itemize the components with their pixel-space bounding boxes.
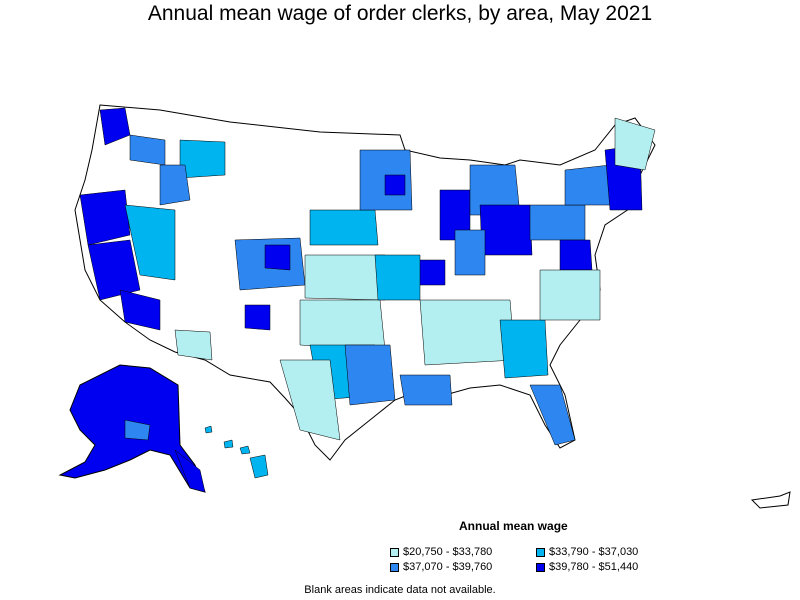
region-mn-metro xyxy=(384,174,406,196)
region-nv xyxy=(124,204,176,281)
region-in xyxy=(454,229,486,276)
region-tx-east xyxy=(344,344,396,406)
alaska-region-central xyxy=(124,419,151,441)
legend-label-1: $20,750 - $33,780 xyxy=(403,546,493,558)
region-tx-south xyxy=(279,359,341,441)
region-va-nc xyxy=(539,269,601,321)
region-or-west xyxy=(79,189,131,246)
region-ga xyxy=(499,319,549,379)
region-az-south xyxy=(174,329,213,361)
legend-item-4: $39,780 - $51,440 xyxy=(536,561,638,573)
region-ny xyxy=(564,164,613,206)
region-la xyxy=(399,374,453,406)
region-wa-mid xyxy=(129,134,166,166)
region-ks xyxy=(304,254,386,301)
region-id xyxy=(159,164,191,206)
legend-item-2: $33,790 - $37,030 xyxy=(536,546,638,558)
region-co-denver xyxy=(264,244,291,271)
region-me xyxy=(614,117,656,171)
region-md-dc xyxy=(559,239,593,271)
puerto-rico-outline xyxy=(750,491,791,509)
region-oh xyxy=(479,204,533,256)
region-south-central xyxy=(419,299,516,366)
region-pa xyxy=(529,204,586,241)
region-ca-south xyxy=(119,289,161,331)
region-fl xyxy=(529,384,576,446)
hawaii-islands xyxy=(204,425,269,479)
region-patches xyxy=(79,107,656,446)
map-title: Annual mean wage of order clerks, by are… xyxy=(147,2,653,25)
region-nm-south xyxy=(244,304,271,331)
legend-title: Annual mean wage xyxy=(459,519,568,533)
region-tx-north xyxy=(299,299,386,351)
legend-swatch-2 xyxy=(536,547,545,557)
legend-label-4: $39,780 - $51,440 xyxy=(549,561,639,573)
legend-label-2: $33,790 - $37,030 xyxy=(549,546,639,558)
region-ne xyxy=(309,209,379,246)
legend-item-3: $37,070 - $39,760 xyxy=(390,561,492,573)
region-mt-west xyxy=(179,139,226,179)
region-ca-north xyxy=(87,239,141,301)
legend-swatch-3 xyxy=(390,562,399,572)
legend-swatch-4 xyxy=(536,562,545,572)
region-mo xyxy=(374,254,421,301)
alaska-region-se xyxy=(174,449,206,493)
footnote: Blank areas indicate data not available. xyxy=(304,584,496,596)
legend-label-3: $37,070 - $39,760 xyxy=(403,561,493,573)
legend-item-1: $20,750 - $33,780 xyxy=(390,546,492,558)
legend-swatch-1 xyxy=(390,547,399,557)
